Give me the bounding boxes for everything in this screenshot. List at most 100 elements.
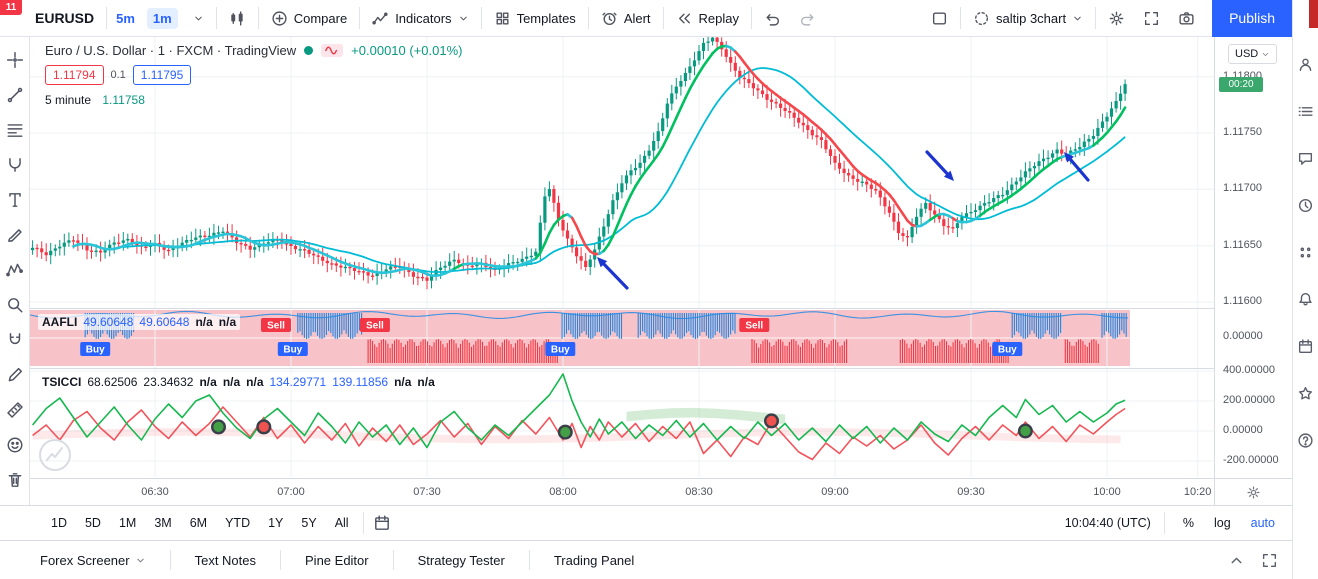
auto-scale-button[interactable]: auto <box>1246 513 1280 533</box>
tool-brush-button[interactable] <box>4 224 26 246</box>
sidebar-list-button[interactable] <box>1297 103 1314 120</box>
legend-value: n/a <box>199 375 217 389</box>
layout-select-button[interactable] <box>922 0 957 36</box>
interval-menu-button[interactable] <box>184 0 213 36</box>
symbol-button[interactable]: EURUSD <box>26 0 103 36</box>
sidebar-grid-dots-button[interactable] <box>1297 244 1314 261</box>
chevron-down-icon <box>1072 13 1083 24</box>
time-tick: 06:30 <box>141 486 169 498</box>
calendar-icon <box>373 514 391 532</box>
separator <box>106 7 108 29</box>
tool-trend-line-button[interactable] <box>4 84 26 106</box>
sidebar-star-button[interactable] <box>1297 385 1314 402</box>
svg-text:Buy: Buy <box>998 345 1017 356</box>
edit-icon <box>6 366 24 384</box>
delayed-data-badge[interactable] <box>321 44 344 57</box>
sidebar-bell-button[interactable] <box>1297 291 1314 308</box>
tool-edit-button[interactable] <box>4 364 26 386</box>
tab-forex-screener[interactable]: Forex Screener <box>40 550 170 570</box>
price-axis[interactable]: USD 1.11800 1.11750 1.11700 1.11650 1.11600 0… <box>1214 37 1292 478</box>
range-ytd-button[interactable]: YTD <box>218 513 257 533</box>
indicator-value: 1.11758 <box>102 93 145 107</box>
tool-ruler-button[interactable] <box>4 399 26 421</box>
time-tick: 07:00 <box>277 486 305 498</box>
tab-strategy-tester[interactable]: Strategy Tester <box>392 550 529 570</box>
text-tool-icon <box>6 191 24 209</box>
currency-label: USD <box>1235 48 1259 60</box>
snapshot-button[interactable] <box>1169 0 1204 36</box>
range-1y-button[interactable]: 1Y <box>261 513 290 533</box>
separator <box>1095 7 1097 29</box>
tool-crosshair-button[interactable] <box>4 49 26 71</box>
tab-pine-editor[interactable]: Pine Editor <box>280 550 393 570</box>
undo-button[interactable] <box>755 0 790 36</box>
layout-name-button[interactable]: saltip 3chart <box>964 0 1092 36</box>
axis-tick: 0.00000 <box>1223 330 1263 342</box>
axis-settings-corner[interactable] <box>1214 478 1292 505</box>
templates-button[interactable]: Templates <box>485 0 585 36</box>
alert-button[interactable]: Alert <box>592 0 660 36</box>
tool-trash-button[interactable] <box>4 469 26 491</box>
interval-1m-button[interactable]: 1m <box>141 0 184 36</box>
time-axis[interactable]: 06:30 07:00 07:30 08:00 08:30 09:00 09:30 10:00… <box>30 478 1214 505</box>
replay-label: Replay <box>698 10 740 26</box>
range-1d-button[interactable]: 1D <box>44 513 74 533</box>
tab-trading-panel[interactable]: Trading Panel <box>528 550 658 570</box>
bid-price-button[interactable]: 1.11794 <box>45 65 104 85</box>
clock-icon <box>1297 197 1314 214</box>
svg-text:Sell: Sell <box>267 321 285 332</box>
chart-settings-button[interactable] <box>1099 0 1134 36</box>
separator <box>1163 512 1165 534</box>
svg-text:Buy: Buy <box>86 345 105 356</box>
sidebar-chat-button[interactable] <box>1297 150 1314 167</box>
sidebar-clock-button[interactable] <box>1297 197 1314 214</box>
xabcd-pattern-icon <box>5 261 24 279</box>
currency-toggle[interactable]: USD <box>1228 44 1278 64</box>
replay-button[interactable]: Replay <box>667 0 748 36</box>
range-5d-button[interactable]: 5D <box>78 513 108 533</box>
candles-icon <box>229 10 246 27</box>
tool-zoom-button[interactable] <box>4 294 26 316</box>
sidebar-question-button[interactable] <box>1297 432 1314 449</box>
log-scale-button[interactable]: log <box>1209 513 1236 533</box>
bottom-toolbar: 1D 5D 1M 3M 6M YTD 1Y 5Y All 10:04:40 (UTC) % lo… <box>0 505 1292 540</box>
compare-button[interactable]: Compare <box>262 0 356 36</box>
fib-retracement-icon <box>6 121 24 139</box>
chat-icon <box>1297 150 1314 167</box>
ask-price-button[interactable]: 1.11795 <box>132 65 192 85</box>
sidebar-calendar-button[interactable] <box>1297 338 1314 355</box>
redo-button[interactable] <box>790 0 825 36</box>
interval-5m-button[interactable]: 5m <box>110 0 141 36</box>
chart-type-button[interactable] <box>220 0 255 36</box>
tool-emoji-button[interactable] <box>4 434 26 456</box>
maximize-panel-button[interactable] <box>1261 552 1278 569</box>
notification-badge[interactable]: 11 <box>0 0 22 15</box>
indicators-button[interactable]: Indicators <box>363 0 477 36</box>
range-3m-button[interactable]: 3M <box>147 513 178 533</box>
tab-text-notes[interactable]: Text Notes <box>169 550 280 570</box>
go-to-date-button[interactable] <box>371 512 393 534</box>
tool-pitchfork-button[interactable] <box>4 154 26 176</box>
bell-icon <box>1297 291 1314 308</box>
fullscreen-button[interactable] <box>1134 0 1169 36</box>
range-all-button[interactable]: All <box>328 513 356 533</box>
dotted-circle-icon <box>973 10 990 27</box>
legend-value: 134.29771 <box>269 375 327 389</box>
separator <box>257 7 259 29</box>
tool-text-tool-button[interactable] <box>4 189 26 211</box>
range-5y-button[interactable]: 5Y <box>294 513 323 533</box>
collapse-panel-button[interactable] <box>1228 552 1245 569</box>
tool-xabcd-pattern-button[interactable] <box>4 259 26 281</box>
gear-icon <box>1108 10 1125 27</box>
sidebar-person-button[interactable] <box>1297 56 1314 73</box>
range-6m-button[interactable]: 6M <box>183 513 214 533</box>
legend-value: n/a <box>218 315 237 329</box>
percent-scale-button[interactable]: % <box>1178 513 1199 533</box>
publish-button[interactable]: Publish <box>1212 0 1292 37</box>
tool-magnet-button[interactable] <box>4 329 26 351</box>
time-tick: 09:30 <box>957 486 985 498</box>
range-1m-button[interactable]: 1M <box>112 513 143 533</box>
tool-fib-retracement-button[interactable] <box>4 119 26 141</box>
aafli-legend: AAFLI 49.60648 49.60648 n/a n/a <box>38 314 241 330</box>
clock[interactable]: 10:04:40 (UTC) <box>1064 516 1151 530</box>
